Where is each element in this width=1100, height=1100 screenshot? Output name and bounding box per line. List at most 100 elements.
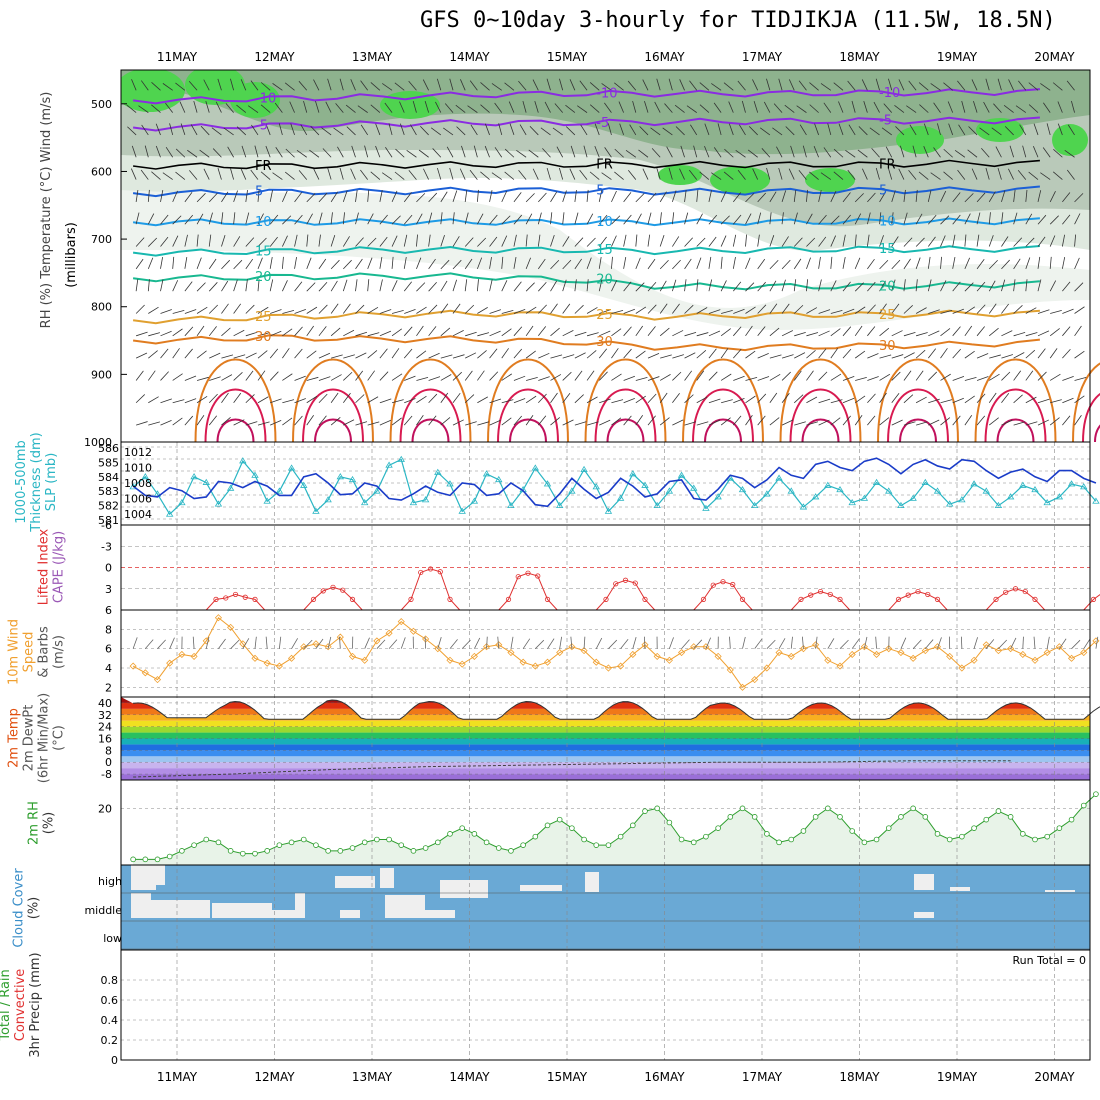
- wind-barb: [428, 192, 438, 203]
- wind-speed-point: [312, 640, 320, 648]
- wind-barb: [908, 80, 917, 91]
- wind-barb: [306, 306, 318, 314]
- wind-speed-point: [361, 656, 369, 664]
- wind-barb: [623, 348, 632, 359]
- lifted-index-point: [934, 596, 941, 602]
- wind-barb-10m: [1022, 636, 1024, 649]
- wind-barb: [793, 370, 802, 381]
- wind-barb: [504, 82, 515, 91]
- thickness-point: [470, 497, 479, 504]
- wind-barb: [757, 393, 767, 404]
- wind-barb: [416, 257, 422, 269]
- wind-barb: [394, 171, 405, 180]
- wind-barb: [518, 169, 527, 180]
- wind-barb: [140, 80, 149, 91]
- wind-barb: [842, 308, 855, 314]
- wind-barb: [671, 190, 677, 203]
- wind-barb: [721, 309, 733, 314]
- wind-speed-point: [324, 643, 332, 651]
- lifted-index-point: [1003, 589, 1009, 595]
- wind-barb: [477, 237, 487, 247]
- wind-barb: [208, 192, 218, 203]
- wind-barb: [513, 214, 523, 225]
- wind-barb: [704, 123, 710, 136]
- isotherm-label: 20: [879, 279, 896, 294]
- wind-barb: [257, 237, 267, 247]
- wind-barb: [147, 213, 155, 225]
- rh-point: [398, 842, 405, 848]
- thickness-point: [848, 498, 856, 506]
- wind-barb: [501, 235, 508, 247]
- wind-barb: [732, 192, 742, 203]
- wind-barb: [798, 169, 807, 180]
- wind-barb: [367, 279, 370, 292]
- wind-barb: [654, 101, 661, 113]
- wind-barb: [867, 393, 876, 404]
- wind-barb: [303, 100, 308, 113]
- wind-barb: [403, 281, 412, 292]
- rh-point: [569, 825, 575, 831]
- isotherm-label: -5: [879, 114, 892, 129]
- wind-barb: [586, 396, 598, 404]
- wind-barb: [928, 419, 940, 426]
- wind-barb: [306, 376, 319, 381]
- wind-barb: [184, 281, 193, 292]
- wind-barb: [489, 256, 492, 269]
- wind-barb: [708, 309, 721, 314]
- wind-barb: [404, 398, 416, 404]
- wind-barb: [833, 148, 844, 158]
- rh-point: [191, 842, 197, 848]
- wind-barb: [257, 279, 260, 292]
- wind-barb: [513, 256, 517, 269]
- wind-barb: [1001, 236, 1009, 247]
- wind-barb: [838, 123, 844, 136]
- wind-barb-10m: [437, 637, 442, 649]
- wind-barb: [196, 234, 199, 247]
- thickness-point: [178, 498, 186, 506]
- rh-point: [313, 842, 319, 848]
- wind-barb-10m: [766, 639, 776, 649]
- wind-barb: [820, 172, 832, 180]
- wind-barb: [1062, 397, 1074, 404]
- wind-barb: [367, 257, 373, 269]
- wind-barb: [574, 352, 586, 359]
- wind-barb: [708, 236, 717, 247]
- wind-barb: [948, 123, 954, 136]
- wind-barb: [379, 214, 388, 225]
- wind-barb: [781, 392, 790, 404]
- wind-barb: [343, 354, 355, 359]
- wind-barb: [470, 124, 478, 136]
- wind-barb: [160, 190, 164, 202]
- wind-barb: [903, 305, 913, 314]
- wind-barb: [869, 127, 880, 136]
- wind-barb: [403, 234, 408, 247]
- temp-axis-title: 2m Temp: [7, 708, 22, 768]
- wind-barb: [711, 83, 722, 91]
- wind-barb: [696, 237, 706, 247]
- wind-barb: [903, 370, 912, 381]
- wind-barb: [635, 282, 645, 292]
- wind-axis-title: & Barbs: [37, 626, 52, 678]
- wind-barb: [737, 80, 746, 91]
- wind-barb: [885, 146, 893, 158]
- wind-barb: [903, 421, 916, 426]
- precip-axis-title: 3hr Precip (mm): [28, 952, 43, 1057]
- date-label-top: 20MAY: [1034, 50, 1075, 64]
- temp-color-band: [121, 762, 1090, 769]
- cloud-axis-title: (%): [27, 897, 42, 920]
- thickness-point: [1092, 497, 1100, 504]
- wind-barb: [672, 259, 681, 270]
- wind-barb: [131, 145, 137, 158]
- wind-barb: [330, 327, 341, 337]
- wind-barb: [306, 325, 314, 337]
- wind-barb: [269, 256, 273, 269]
- wind-barb: [690, 124, 698, 136]
- isotherm-label: FR: [596, 158, 613, 173]
- wind-barb: [879, 303, 887, 314]
- temp-tick-label: 8: [105, 744, 112, 757]
- wind-barb: [745, 395, 756, 404]
- wind-barb: [598, 279, 603, 292]
- wind-barb: [598, 348, 608, 359]
- wind-barb: [1001, 330, 1013, 337]
- thickness-point: [677, 471, 686, 478]
